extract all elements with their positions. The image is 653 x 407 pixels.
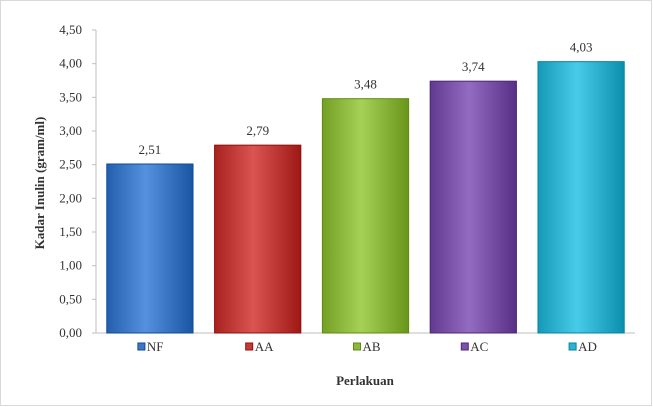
legend-label-aa: AA	[255, 339, 274, 354]
legend-label-ab: AB	[363, 339, 381, 354]
y-tick-label: 4,00	[59, 56, 82, 71]
y-axis-title: Kadar Inulin (gram/ml)	[32, 117, 47, 250]
legend-label-ac: AC	[470, 339, 488, 354]
legend-label-nf: NF	[147, 339, 164, 354]
legend: NF AA AB AC AD	[137, 339, 597, 354]
bar-aa	[214, 144, 302, 334]
bar-ad	[537, 61, 625, 334]
legend-swatch-ad	[568, 342, 577, 351]
y-tick-label: 0,50	[59, 291, 82, 306]
y-tick-label: 3,50	[59, 89, 82, 104]
data-label-ad: 4,03	[570, 40, 593, 55]
data-label-ac: 3,74	[462, 59, 485, 74]
y-tick-label: 3,00	[59, 123, 82, 138]
legend-swatch-nf	[137, 342, 146, 351]
y-tick-label: 1,00	[59, 258, 82, 273]
bar-ac	[429, 80, 517, 334]
legend-swatch-ab	[353, 342, 361, 351]
data-label-nf: 2,51	[139, 142, 162, 157]
x-axis-title: Perlakuan	[336, 373, 395, 388]
y-tick-label: 1,50	[59, 224, 82, 239]
data-label-aa: 2,79	[246, 123, 269, 138]
legend-swatch-ac	[460, 342, 469, 351]
bar-ab	[321, 98, 410, 334]
legend-swatch-aa	[245, 342, 254, 351]
bar-nf	[106, 163, 194, 334]
bars	[106, 61, 625, 334]
data-labels: 2,51 2,79 3,48 3,74 4,03	[139, 40, 593, 157]
y-tick-label: 2,00	[59, 190, 82, 205]
y-axis-ticks: 0,00 0,50 1,00 1,50 2,00 2,50 3,00 3,50 4,00 4,50	[59, 22, 96, 340]
y-tick-label: 4,50	[59, 22, 82, 37]
y-tick-label: 0,00	[59, 325, 82, 340]
y-tick-label: 2,50	[59, 157, 82, 172]
legend-label-ad: AD	[578, 339, 597, 354]
data-label-ab: 3,48	[354, 77, 377, 92]
